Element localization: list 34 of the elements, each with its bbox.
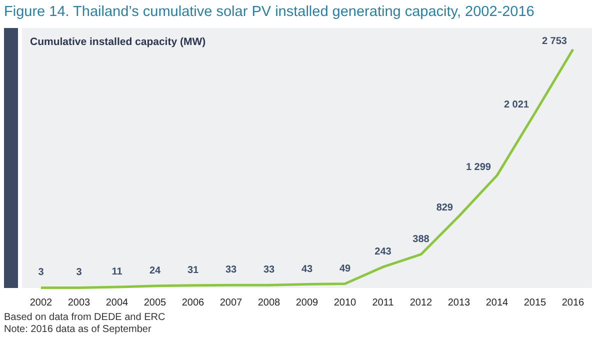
data-label: 49 — [339, 263, 351, 274]
x-tick-label: 2015 — [524, 298, 547, 308]
x-tick-label: 2004 — [106, 298, 129, 308]
data-label: 43 — [301, 264, 313, 275]
data-label: 33 — [263, 264, 275, 276]
x-tick-label: 2010 — [334, 298, 357, 308]
x-tick-label: 2012 — [410, 298, 433, 308]
x-tick-label: 2003 — [68, 298, 91, 308]
data-label: 1 299 — [466, 162, 492, 173]
x-tick-label: 2006 — [182, 298, 205, 308]
data-label: 3 — [38, 267, 44, 278]
x-tick-label: 2007 — [220, 298, 243, 308]
x-tick-label: 2011 — [372, 298, 394, 308]
text: Note: 2016 data as of September — [4, 324, 152, 335]
data-label: 388 — [412, 234, 430, 245]
x-tick-label: 2008 — [258, 298, 281, 308]
data-label: 11 — [112, 266, 123, 278]
data-label: 829 — [436, 202, 454, 214]
chart-title: Figure 14. Thailand’s cumulative solar PV installed generating capacity, 2002-2016 — [4, 4, 534, 20]
data-label: 3 — [76, 267, 82, 278]
x-tick-label: 2013 — [448, 298, 471, 308]
x-tick-label: 2005 — [144, 298, 167, 308]
x-tick-label: 2014 — [486, 298, 509, 308]
data-label: 24 — [149, 265, 161, 276]
data-label: 2 021 — [504, 99, 530, 110]
x-tick-label: 2009 — [296, 298, 319, 308]
data-label: 243 — [374, 246, 392, 258]
data-label: 2 753 — [542, 36, 568, 47]
x-tick-label: 2016 — [562, 298, 585, 308]
y-axis-title: Cumulative installed capacity (MW) — [30, 36, 206, 48]
data-label: 31 — [187, 264, 199, 276]
x-tick-label: 2002 — [30, 298, 53, 308]
data-label: 33 — [225, 264, 237, 276]
text: Based on data from DEDE and ERC — [4, 312, 166, 323]
